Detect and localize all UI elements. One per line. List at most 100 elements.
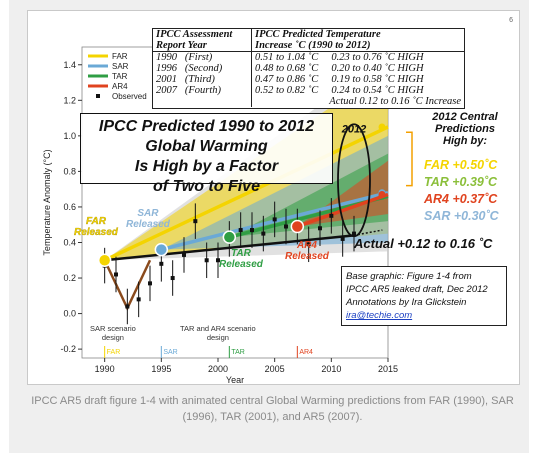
prediction-far: FAR +0.50˚C: [424, 158, 498, 172]
prediction-tar: TAR +0.39˚C: [424, 175, 498, 189]
x-axis-label: Year: [226, 375, 244, 384]
observed-point: [352, 231, 356, 236]
table-report-name: (First): [184, 52, 213, 63]
base-graphic-line: Base graphic: Figure 1-4 from: [346, 271, 472, 282]
table-year: 2001: [156, 74, 177, 85]
x-tick-label: 1990: [95, 364, 115, 374]
observed-point: [261, 231, 266, 236]
ar4-released-label: AR4 Released: [285, 240, 329, 262]
tar-release-marker: [222, 230, 237, 244]
y-tick-label: 0.0: [63, 309, 76, 319]
y-tick-label: -0.2: [60, 344, 76, 354]
observed-point: [329, 213, 334, 218]
observed-point: [284, 224, 288, 229]
ipcc-prediction-table: IPCC Assessment Report Year IPCC Predict…: [152, 28, 465, 109]
observed-point: [238, 228, 243, 233]
tar-ar4-scenario-note: TAR and AR4 scenario design: [180, 324, 256, 342]
y-tick-label: 0.6: [63, 202, 76, 212]
sar-scenario-note: SAR scenario design: [90, 324, 136, 342]
observed-point: [114, 272, 118, 277]
figure-caption: IPCC AR5 draft figure 1-4 with animated …: [31, 395, 514, 423]
actual-label: Actual +0.12 to 0.16 ˚C: [354, 236, 493, 251]
table-range: 0.52 to 0.82 ˚C: [255, 85, 319, 96]
predictions-title: High by:: [443, 135, 487, 147]
table-report-name: (Fourth): [184, 85, 222, 96]
legend-label: TAR: [112, 72, 128, 81]
observed-point: [340, 236, 345, 241]
table-header-increase: IPCC Predicted Temperature Increase ˚C (…: [251, 29, 464, 52]
table-row: 1996 (Second) 0.48 to 0.68 ˚C 0.20 to 0.…: [153, 63, 464, 74]
prediction-sar: SAR +0.30˚C: [424, 209, 499, 223]
y-tick-label: 1.4: [63, 60, 76, 70]
table-row: 2001 (Third) 0.47 to 0.86 ˚C 0.19 to 0.5…: [153, 74, 464, 85]
base-graphic-line: IPCC AR5 leaked draft, Dec 2012: [346, 284, 488, 295]
observed-point: [136, 297, 141, 302]
legend-label: FAR: [112, 52, 128, 61]
y-axis-label: Temperature Anomaly (°C): [42, 149, 52, 255]
table-report-name: (Second): [184, 63, 223, 74]
x-tick-label: 2005: [265, 364, 285, 374]
observed-point: [318, 226, 322, 231]
table-report-name: (Third): [184, 74, 215, 85]
headline-line: Global Warming: [145, 138, 268, 155]
table-range: 0.51 to 1.04 ˚C: [255, 52, 319, 63]
predictions-title: Predictions: [435, 123, 495, 135]
far-release-marker: [97, 253, 112, 268]
table-row: 2007 (Fourth) 0.52 to 0.82 ˚C 0.24 to 0.…: [153, 85, 464, 96]
legend-label: AR4: [112, 82, 128, 91]
x-tick-label: 2010: [321, 364, 341, 374]
x-tick-label: 2000: [208, 364, 228, 374]
y-tick-label: 0.2: [63, 273, 76, 283]
page-number: 6: [509, 17, 513, 24]
central-predictions: 2012 Central Predictions High by: FAR +0…: [420, 111, 510, 225]
ar4-year-label: AR4: [299, 349, 313, 356]
observed-point: [193, 219, 198, 224]
x-tick-label: 1995: [151, 364, 171, 374]
table-actual-row: Actual 0.12 to 0.16 ˚C Increase: [153, 96, 464, 107]
observed-point: [148, 281, 152, 286]
tar-released-label: TAR Released: [219, 248, 263, 270]
year-2012-label: 2012: [341, 123, 366, 135]
table-header-year: IPCC Assessment Report Year: [153, 29, 252, 52]
x-tick-label: 2015: [378, 364, 398, 374]
ar4-release-marker: [290, 219, 305, 234]
observed-point: [204, 258, 209, 263]
table-central: 0.23 to 0.76 ˚C HIGH: [331, 52, 424, 63]
base-graphic-note: Base graphic: Figure 1-4 from IPCC AR5 l…: [341, 266, 507, 326]
sar-year-label: SAR: [163, 349, 177, 356]
email-link[interactable]: ira@techie.com: [346, 310, 413, 321]
figure-frame: 2012 1990 1995 2000 2005 2010 2015 -0.2 0.0 0.2 0.…: [27, 10, 520, 385]
observed-point: [306, 242, 311, 247]
headline-line: of Two to Five: [153, 178, 260, 195]
table-year: 2007: [156, 85, 177, 96]
far-year-label: FAR: [107, 349, 121, 356]
ar4-central-line: [296, 192, 389, 229]
y-tick-label: 1.0: [63, 131, 76, 141]
observed-point: [125, 304, 130, 309]
legend-observed-marker: [96, 94, 100, 98]
predictions-title: 2012 Central: [432, 111, 498, 123]
content-card: 2012 1990 1995 2000 2005 2010 2015 -0.2 0.0 0.2 0.…: [9, 0, 529, 453]
far-released-label: FAR Released: [74, 216, 118, 238]
headline-line: Is High by a Factor: [134, 158, 279, 175]
table-range: 0.47 to 0.86 ˚C: [255, 74, 319, 85]
headline-box: IPCC Predicted 1990 to 2012 Global Warmi…: [80, 113, 333, 195]
table-year: 1996: [156, 63, 177, 74]
y-tick-label: 0.8: [63, 166, 76, 176]
observed-point: [250, 228, 254, 233]
sar-released-label: SAR Released: [126, 208, 170, 230]
observed-point: [216, 258, 220, 263]
far-endpoint: [378, 123, 386, 131]
headline-line: IPCC Predicted 1990 to 2012: [98, 118, 315, 135]
table-year: 1990: [156, 52, 177, 63]
table-central: 0.20 to 0.40 ˚C HIGH: [331, 63, 424, 74]
year-2012-ellipse: [337, 123, 371, 238]
table-central: 0.19 to 0.58 ˚C HIGH: [331, 74, 424, 85]
observed-point: [182, 252, 186, 257]
sar-release-marker: [154, 242, 169, 257]
legend-label: SAR: [112, 62, 129, 71]
base-graphic-line: Annotations by Ira Glickstein: [346, 297, 467, 308]
prediction-ar4: AR4 +0.37˚C: [424, 192, 498, 206]
tar-year-label: TAR: [231, 349, 244, 356]
table-row: 1990 (First) 0.51 to 1.04 ˚C 0.23 to 0.7…: [153, 51, 464, 63]
